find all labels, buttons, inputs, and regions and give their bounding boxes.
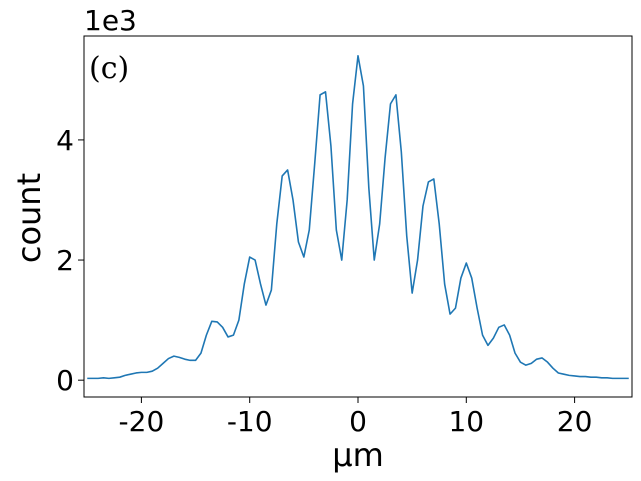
panel-label: (c)	[89, 51, 129, 86]
x-tick-label: 0	[349, 405, 367, 438]
x-tick-label: 20	[557, 405, 593, 438]
y-axis-label: count	[10, 173, 48, 263]
x-axis-label: μm	[332, 436, 384, 474]
y-tick-label: 4	[56, 124, 74, 157]
y-tick-label: 2	[56, 244, 74, 277]
offset-label: 1e3	[84, 4, 137, 37]
x-tick-label: -10	[227, 405, 273, 438]
plot-frame	[83, 35, 633, 398]
data-line	[87, 55, 629, 380]
x-tick-label: 10	[448, 405, 484, 438]
y-tick-label: 0	[56, 364, 74, 397]
x-tick-label: -20	[119, 405, 165, 438]
